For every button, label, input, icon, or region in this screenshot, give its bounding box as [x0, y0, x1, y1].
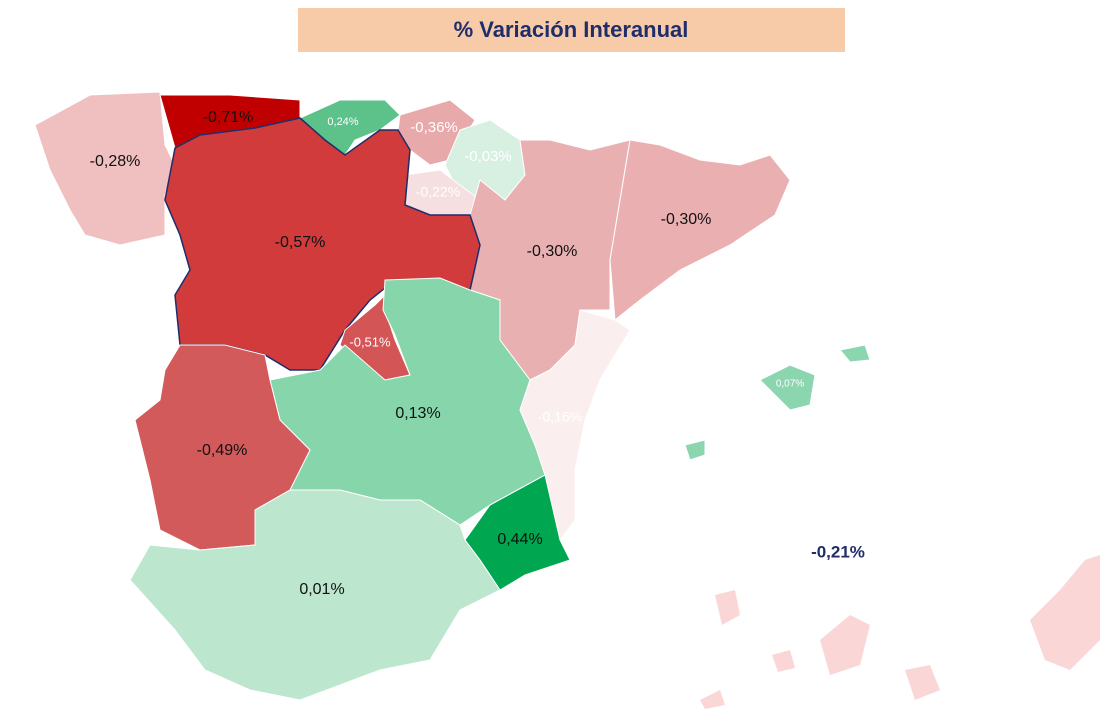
region-label: -0,16% — [538, 409, 582, 425]
region-label: 0,13% — [395, 405, 440, 422]
region — [839, 344, 871, 363]
region-label: -0,49% — [197, 442, 248, 459]
island — [820, 615, 870, 675]
title: % Variación Interanual — [454, 17, 689, 42]
island — [715, 590, 740, 625]
region — [609, 139, 791, 321]
region-label: 0,44% — [497, 531, 542, 548]
region — [759, 364, 816, 411]
regions: -0,28% -0,71% 0,24% -0,36% -0,03% -0,22% -0,30… — [34, 91, 871, 701]
region-label: -0,71% — [203, 109, 254, 126]
region-label: -0,57% — [275, 234, 326, 251]
region-label: -0,36% — [410, 119, 458, 136]
island — [700, 690, 725, 709]
title-box — [298, 8, 845, 52]
national-value: -0,21% — [811, 542, 865, 561]
region-label: -0,03% — [464, 148, 512, 165]
island — [1030, 555, 1100, 670]
region-label: -0,22% — [416, 184, 460, 200]
region — [34, 91, 176, 246]
region — [684, 439, 706, 461]
region-label: -0,28% — [90, 153, 141, 170]
region-label: -0,30% — [661, 211, 712, 228]
region — [129, 489, 501, 701]
region-label: 0,01% — [299, 581, 344, 598]
region-label: 0,07% — [776, 379, 804, 390]
canary-islands — [700, 555, 1100, 709]
region-label: 0,24% — [327, 116, 358, 128]
island — [905, 665, 940, 700]
island — [772, 650, 795, 672]
region-label: -0,51% — [349, 334, 391, 349]
region-label: -0,30% — [527, 243, 578, 260]
